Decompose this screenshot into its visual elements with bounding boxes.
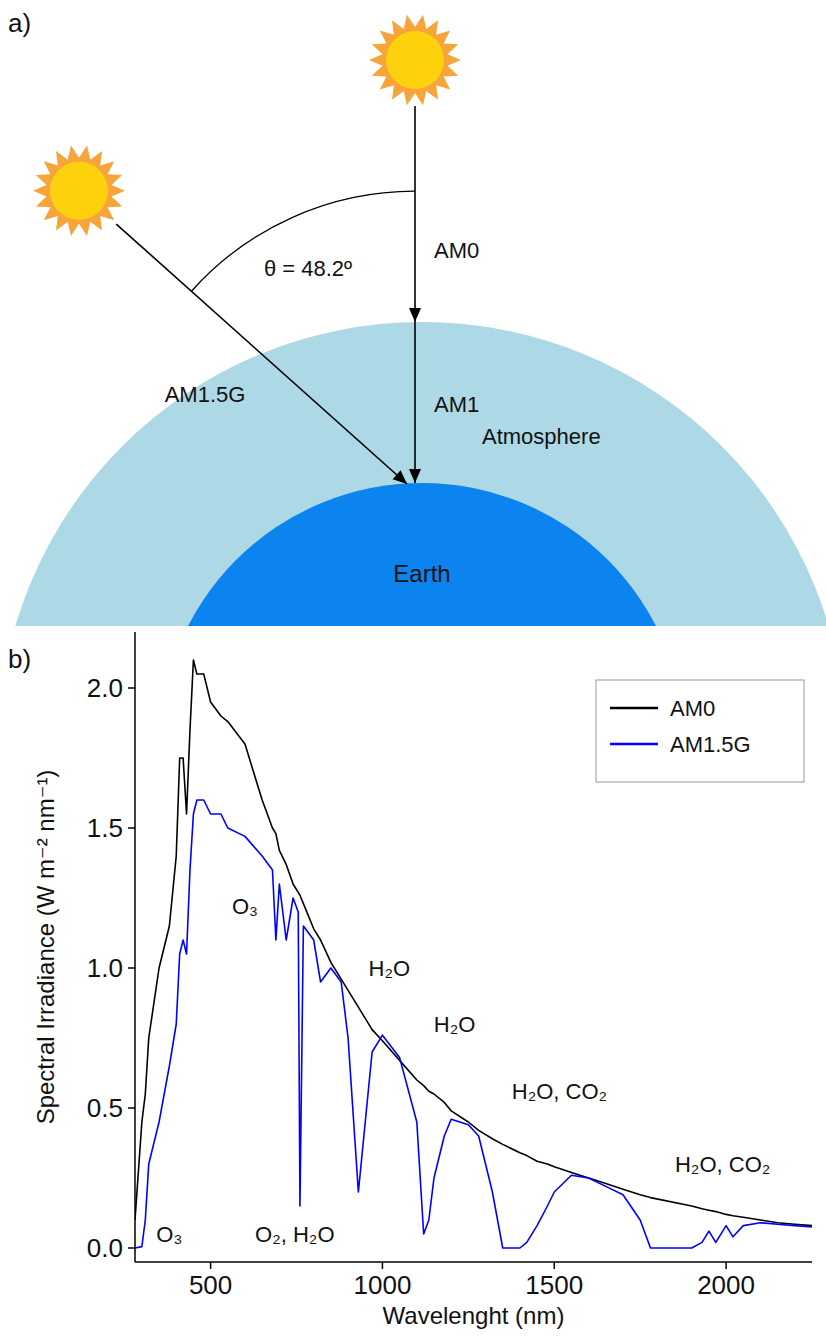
spectrum-line [135, 800, 812, 1248]
y-tick-label: 1.5 [87, 813, 123, 843]
angle-label: θ = 48.2º [264, 256, 352, 281]
x-tick [725, 1262, 727, 1269]
y-axis [134, 632, 136, 1262]
y-tick [128, 967, 135, 969]
arrow-head [409, 308, 421, 322]
beam-label: AM1.5G [165, 382, 246, 407]
y-tick [128, 1107, 135, 1109]
legend-swatch [610, 707, 658, 710]
y-tick-label: 1.0 [87, 953, 123, 983]
panel-label: a) [8, 8, 31, 38]
legend-box [596, 680, 804, 782]
annotation: H₂O, CO₂ [675, 1152, 770, 1177]
x-axis [135, 1261, 812, 1263]
annotation: O₂, H₂O [255, 1222, 334, 1247]
beam-label: AM0 [434, 238, 479, 263]
panel-label: b) [8, 644, 31, 674]
series-group [135, 660, 812, 1248]
annotation: H₂O, CO₂ [512, 1079, 607, 1104]
arrow-head [393, 470, 407, 484]
panel-a: a) θ = 48.2º AM0 AM1 AM1.5G Atmosphere Earth [0, 8, 826, 1170]
sun [33, 145, 125, 236]
sun-disc [386, 31, 444, 89]
x-tick [554, 1262, 556, 1269]
beam-vertical [414, 106, 416, 483]
y-tick-label: 0.0 [87, 1233, 123, 1263]
x-tick-label: 1000 [354, 1270, 412, 1300]
legend-swatch [610, 743, 658, 746]
y-tick [128, 827, 135, 829]
layer-label: Earth [393, 560, 450, 587]
beam-label: AM1 [434, 392, 479, 417]
x-tick-label: 2000 [697, 1270, 755, 1300]
legend-label: AM1.5G [670, 732, 751, 757]
annotation: H₂O [434, 1012, 476, 1037]
panel-b: b) 0.0 0.5 1.0 1.5 2.0 500 1000 1500 2000 Waveleng… [8, 632, 812, 1329]
legend-label: AM0 [670, 696, 715, 721]
legend: AM0 AM1.5G [596, 680, 804, 782]
globe [0, 322, 826, 626]
layer-label: Atmosphere [482, 424, 601, 449]
sun-rays [369, 15, 461, 106]
beam-slanted [116, 224, 407, 484]
sun-rays [33, 145, 125, 236]
annotation: O₃ [232, 894, 258, 919]
x-tick-label: 1500 [525, 1270, 583, 1300]
annotation: H₂O [369, 956, 411, 981]
y-tick-label: 0.5 [87, 1093, 123, 1123]
sun-disc [50, 162, 108, 220]
arrow-head [409, 469, 421, 483]
annotation: O₃ [156, 1222, 182, 1247]
x-axis-title: Wavelenght (nm) [383, 1302, 565, 1329]
spectrum-line [135, 660, 812, 1226]
x-tick [382, 1262, 384, 1269]
atmosphere [0, 322, 826, 626]
sun [369, 15, 461, 106]
y-axis-title: Spectral Irradiance (W m⁻² nm⁻¹) [32, 770, 59, 1125]
figure: a) θ = 48.2º AM0 AM1 AM1.5G Atmosphere Earth b)… [0, 0, 826, 1337]
y-tick [128, 687, 135, 689]
y-tick [128, 1247, 135, 1249]
angle-arc [191, 191, 415, 291]
earth [159, 483, 685, 626]
x-tick [210, 1262, 212, 1269]
y-tick-label: 2.0 [87, 673, 123, 703]
x-tick-label: 500 [189, 1270, 232, 1300]
